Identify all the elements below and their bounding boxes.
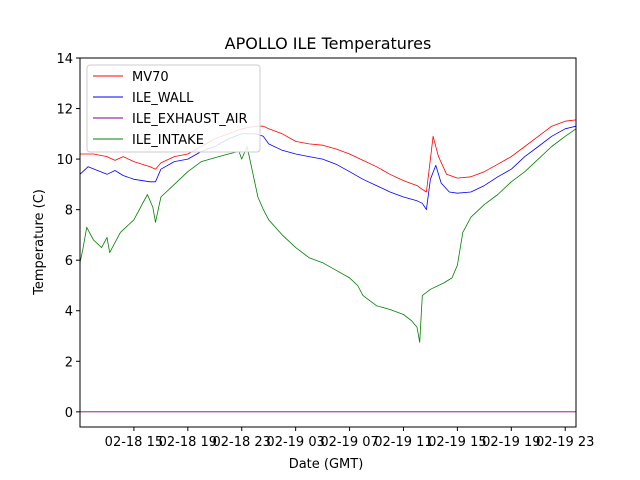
x-tick-label: 02-19 15 [428, 435, 486, 450]
y-tick-label: 12 [56, 103, 73, 118]
x-tick-label: 02-19 23 [536, 435, 594, 450]
y-axis: 0 2 4 6 8 10 12 14 [56, 52, 80, 421]
legend-box [86, 64, 261, 153]
y-tick-label: 2 [65, 355, 73, 370]
x-tick-label: 02-19 07 [320, 435, 378, 450]
x-tick-label: 02-19 03 [266, 435, 324, 450]
x-axis-label: Date (GMT) [289, 457, 364, 472]
plot-frame [79, 57, 577, 428]
series-layer [79, 119, 577, 413]
y-tick-label: 14 [56, 52, 73, 67]
x-tick-label: 02-19 19 [482, 435, 540, 450]
chart-title: APOLLO ILE Temperatures [225, 34, 432, 53]
x-tick-label: 02-18 23 [213, 435, 271, 450]
x-tick-label: 02-18 15 [105, 435, 163, 450]
y-tick-label: 4 [65, 305, 73, 320]
y-tick-label: 0 [65, 406, 73, 421]
legend: MV70 ILE_WALL ILE_EXHAUST_AIR ILE_INTAKE [86, 64, 261, 153]
y-axis-label: Temperature (C) [32, 189, 47, 296]
legend-label-ile-intake: ILE_INTAKE [132, 133, 204, 148]
y-tick-label: 10 [56, 153, 73, 168]
legend-label-ile-wall: ILE_WALL [132, 91, 194, 106]
series-line-ile-intake [79, 128, 577, 343]
legend-label-mv70: MV70 [132, 70, 169, 85]
y-tick-label: 6 [65, 254, 73, 269]
legend-label-ile-exhaust-air: ILE_EXHAUST_AIR [132, 112, 248, 127]
x-tick-label: 02-19 11 [374, 435, 432, 450]
series-line-ile-wall [79, 125, 577, 211]
y-tick-label: 8 [65, 204, 73, 219]
x-tick-label: 02-18 19 [159, 435, 217, 450]
series-line-mv70 [80, 119, 577, 193]
